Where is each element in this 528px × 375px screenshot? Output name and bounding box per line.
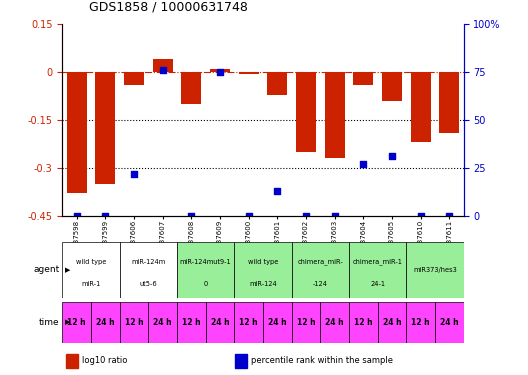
Bar bbox=[291, 242, 349, 298]
Bar bbox=[120, 242, 177, 298]
Bar bbox=[406, 242, 464, 298]
Bar bbox=[320, 302, 349, 343]
Text: 12 h: 12 h bbox=[239, 318, 258, 327]
Text: 24 h: 24 h bbox=[325, 318, 344, 327]
Bar bbox=[239, 72, 259, 74]
Text: chimera_miR-1: chimera_miR-1 bbox=[353, 258, 402, 265]
Text: ▶: ▶ bbox=[65, 320, 70, 326]
Point bbox=[359, 161, 367, 167]
Bar bbox=[148, 302, 177, 343]
Point bbox=[187, 213, 195, 219]
Text: miR-124m: miR-124m bbox=[131, 259, 165, 265]
Bar bbox=[435, 302, 464, 343]
Text: 0: 0 bbox=[203, 281, 208, 287]
Bar bbox=[177, 302, 205, 343]
Text: miR-124: miR-124 bbox=[249, 281, 277, 287]
Text: 12 h: 12 h bbox=[68, 318, 86, 327]
Point bbox=[273, 188, 281, 194]
Text: wild type: wild type bbox=[76, 259, 106, 265]
Bar bbox=[62, 242, 120, 298]
Point bbox=[72, 213, 81, 219]
Text: 12 h: 12 h bbox=[297, 318, 315, 327]
Text: miR-124mut9-1: miR-124mut9-1 bbox=[180, 259, 231, 265]
Text: agent: agent bbox=[33, 266, 60, 274]
Text: ut5-6: ut5-6 bbox=[139, 281, 157, 287]
Text: time: time bbox=[39, 318, 60, 327]
Text: log10 ratio: log10 ratio bbox=[82, 356, 128, 365]
Bar bbox=[124, 72, 144, 85]
Bar bbox=[205, 302, 234, 343]
Point bbox=[158, 67, 167, 73]
Bar bbox=[296, 72, 316, 152]
Point bbox=[301, 213, 310, 219]
Text: miR-1: miR-1 bbox=[81, 281, 101, 287]
Bar bbox=[153, 59, 173, 72]
Text: 12 h: 12 h bbox=[182, 318, 201, 327]
Bar bbox=[95, 72, 115, 184]
Point bbox=[216, 69, 224, 75]
Bar bbox=[120, 302, 148, 343]
Text: GDS1858 / 10000631748: GDS1858 / 10000631748 bbox=[89, 0, 248, 13]
Bar bbox=[67, 354, 78, 368]
Text: miR373/hes3: miR373/hes3 bbox=[413, 267, 457, 273]
Text: 12 h: 12 h bbox=[354, 318, 373, 327]
Bar bbox=[62, 302, 91, 343]
Bar bbox=[234, 302, 263, 343]
Bar bbox=[406, 302, 435, 343]
Point bbox=[331, 213, 339, 219]
Bar bbox=[91, 302, 120, 343]
Bar bbox=[267, 72, 287, 94]
Point bbox=[417, 213, 425, 219]
Text: chimera_miR-: chimera_miR- bbox=[297, 258, 343, 265]
Point bbox=[130, 171, 138, 177]
Text: 24 h: 24 h bbox=[268, 318, 287, 327]
Text: -124: -124 bbox=[313, 281, 328, 287]
Text: ▶: ▶ bbox=[65, 267, 70, 273]
Bar bbox=[235, 354, 247, 368]
Bar bbox=[263, 302, 291, 343]
Bar bbox=[353, 72, 373, 85]
Bar bbox=[210, 69, 230, 72]
Text: 12 h: 12 h bbox=[125, 318, 143, 327]
Bar bbox=[177, 242, 234, 298]
Text: 24 h: 24 h bbox=[96, 318, 115, 327]
Bar bbox=[349, 302, 378, 343]
Point bbox=[244, 213, 253, 219]
Bar bbox=[378, 302, 406, 343]
Text: 24-1: 24-1 bbox=[370, 281, 385, 287]
Point bbox=[101, 213, 109, 219]
Text: 24 h: 24 h bbox=[153, 318, 172, 327]
Text: 24 h: 24 h bbox=[211, 318, 229, 327]
Bar bbox=[67, 72, 87, 194]
Point bbox=[388, 153, 396, 159]
Text: 12 h: 12 h bbox=[411, 318, 430, 327]
Text: 24 h: 24 h bbox=[440, 318, 458, 327]
Text: percentile rank within the sample: percentile rank within the sample bbox=[251, 356, 393, 365]
Bar bbox=[411, 72, 431, 142]
Bar bbox=[439, 72, 459, 133]
Text: wild type: wild type bbox=[248, 259, 278, 265]
Point bbox=[445, 213, 454, 219]
Bar bbox=[234, 242, 291, 298]
Bar bbox=[325, 72, 345, 158]
Text: 24 h: 24 h bbox=[383, 318, 401, 327]
Bar bbox=[349, 242, 406, 298]
Bar bbox=[291, 302, 320, 343]
Bar bbox=[382, 72, 402, 101]
Bar bbox=[181, 72, 201, 104]
